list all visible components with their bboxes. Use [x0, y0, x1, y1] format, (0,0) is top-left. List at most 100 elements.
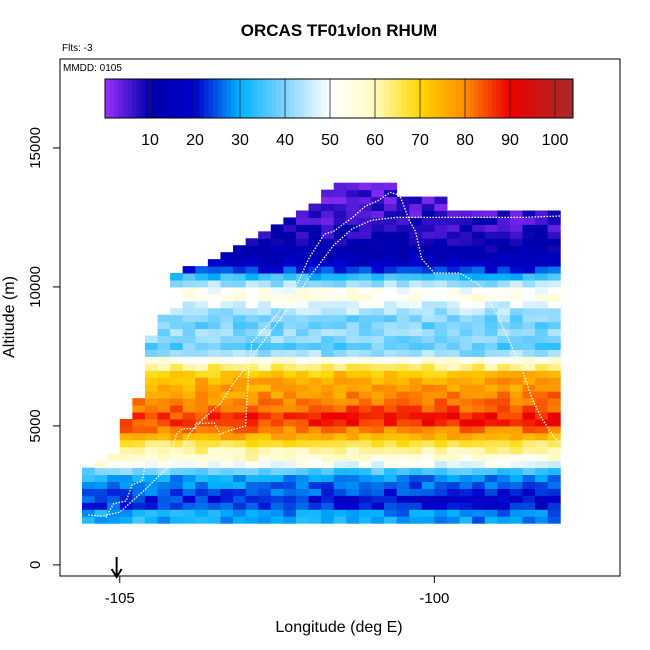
heatmap-cell — [132, 502, 146, 510]
heatmap-cell — [82, 495, 96, 503]
colorbar-swatch — [289, 79, 295, 118]
heatmap-cell — [157, 446, 171, 455]
heatmap-cell — [358, 460, 372, 469]
heatmap-cell — [472, 224, 486, 232]
heatmap-cell — [270, 231, 284, 239]
heatmap-cell — [220, 405, 234, 413]
heatmap-cell — [434, 307, 448, 316]
heatmap-cell — [384, 266, 398, 274]
heatmap-cell — [308, 516, 322, 524]
heatmap-cell — [446, 481, 461, 489]
heatmap-cell — [195, 377, 209, 385]
heatmap-cell — [358, 474, 372, 482]
heatmap-cell — [472, 231, 486, 239]
heatmap-cell — [170, 495, 184, 503]
heatmap-cell — [308, 335, 322, 344]
heatmap-cell — [497, 363, 511, 371]
colorbar-swatch — [478, 79, 484, 118]
heatmap-cell — [421, 370, 435, 378]
heatmap-cell — [283, 370, 297, 378]
heatmap-cell — [371, 279, 385, 288]
heatmap-cell — [94, 488, 108, 496]
heatmap-cell — [170, 439, 184, 448]
heatmap-cell — [522, 238, 536, 246]
heatmap-cell — [547, 370, 561, 378]
heatmap-cell — [157, 460, 171, 469]
heatmap-cell — [333, 342, 347, 350]
heatmap-cell — [384, 377, 398, 385]
heatmap-cell — [509, 321, 523, 330]
heatmap-cell — [283, 224, 297, 232]
heatmap-cell — [144, 460, 159, 469]
heatmap-cell — [497, 495, 511, 503]
heatmap-cell — [384, 488, 398, 496]
heatmap-cell — [434, 418, 448, 427]
heatmap-cell — [384, 370, 398, 378]
heatmap-cell — [535, 342, 549, 350]
heatmap-cell — [321, 488, 335, 496]
heatmap-cell — [182, 467, 196, 476]
heatmap-cell — [472, 356, 486, 364]
colorbar-swatch — [141, 79, 146, 118]
heatmap-cell — [409, 363, 423, 371]
heatmap-cell — [384, 384, 398, 392]
heatmap-cell — [220, 446, 234, 455]
heatmap-cell — [421, 210, 435, 218]
colorbar-swatch — [181, 79, 187, 118]
heatmap-cell — [409, 370, 423, 378]
heatmap-cell — [547, 405, 561, 413]
colorbar-swatch — [442, 79, 448, 118]
heatmap-cell — [459, 231, 473, 239]
heatmap-cell — [295, 328, 310, 337]
heatmap-cell — [283, 356, 297, 364]
heatmap-cell — [321, 467, 335, 476]
heatmap-cell — [547, 293, 561, 302]
heatmap-cell — [333, 363, 347, 371]
heatmap-cell — [434, 279, 448, 288]
heatmap-cell — [459, 356, 473, 364]
location-arrow — [110, 557, 123, 579]
colorbar-swatch — [361, 79, 367, 118]
heatmap-cell — [446, 349, 461, 357]
heatmap-cell — [270, 418, 284, 427]
heatmap-cell — [409, 279, 423, 288]
heatmap-cell — [258, 488, 272, 496]
heatmap-cell — [207, 384, 221, 392]
y-tick-label: 15000 — [27, 127, 44, 169]
heatmap-cell — [396, 321, 410, 330]
heatmap-cell — [358, 266, 372, 274]
heatmap-cell — [509, 224, 523, 232]
heatmap-cell — [270, 273, 284, 281]
heatmap-cell — [371, 384, 385, 392]
heatmap-cell — [346, 488, 360, 496]
heatmap-cell — [270, 279, 284, 288]
heatmap-cell — [358, 210, 372, 218]
heatmap-cell — [497, 293, 511, 302]
colorbar-swatch — [118, 79, 124, 118]
heatmap-cell — [245, 356, 259, 364]
heatmap-cell — [308, 238, 322, 246]
heatmap-cell — [295, 245, 310, 253]
heatmap-cell — [358, 509, 372, 517]
heatmap-cell — [371, 425, 385, 434]
heatmap-cell — [371, 467, 385, 476]
heatmap-cell — [346, 321, 360, 330]
heatmap-cell — [446, 502, 461, 510]
heatmap-cell — [82, 488, 96, 496]
heatmap-cell — [321, 273, 335, 281]
heatmap-cell — [384, 453, 398, 462]
heatmap-cell — [358, 467, 372, 476]
heatmap-cell — [283, 474, 297, 482]
heatmap-cell — [295, 356, 310, 364]
colorbar-swatch — [483, 79, 488, 118]
heatmap-cell — [245, 238, 259, 246]
heatmap-cell — [258, 356, 272, 364]
heatmap-cell — [446, 238, 461, 246]
colorbar-swatch — [388, 79, 394, 118]
heatmap-cell — [283, 418, 297, 427]
colorbar-swatch — [429, 79, 434, 118]
heatmap-cell — [195, 391, 209, 399]
heatmap-cell — [170, 425, 184, 434]
heatmap-cell — [195, 335, 209, 344]
colorbar-swatch — [433, 79, 439, 118]
